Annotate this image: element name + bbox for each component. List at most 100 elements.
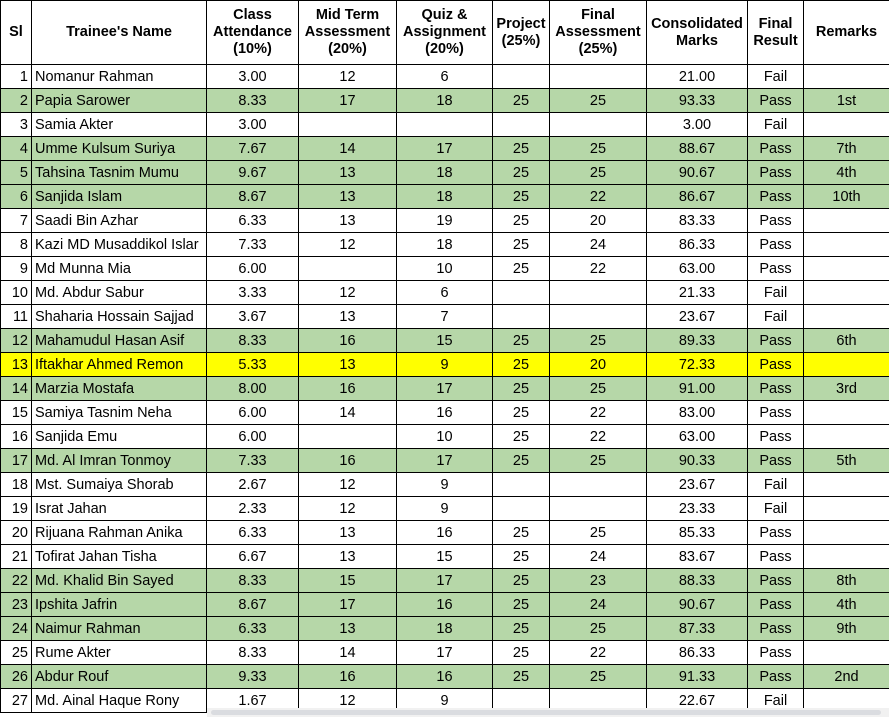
cell-final-assessment[interactable]: 22 (549, 184, 647, 209)
cell-final-assessment[interactable]: 25 (549, 160, 647, 185)
cell-consolidated-marks[interactable]: 72.33 (646, 352, 748, 377)
cell-final-assessment[interactable]: 25 (549, 88, 647, 113)
cell-quiz-assignment[interactable]: 6 (396, 64, 493, 89)
cell-mid-term[interactable] (298, 424, 397, 449)
cell-class-attendance[interactable]: 8.67 (206, 184, 299, 209)
cell-class-attendance[interactable]: 6.00 (206, 424, 299, 449)
cell-quiz-assignment[interactable]: 18 (396, 184, 493, 209)
cell-final-assessment[interactable]: 25 (549, 328, 647, 353)
cell-project[interactable]: 25 (492, 424, 550, 449)
cell-consolidated-marks[interactable]: 86.33 (646, 232, 748, 257)
cell-remarks[interactable]: 4th (803, 592, 889, 617)
cell-remarks[interactable] (803, 472, 889, 497)
cell-class-attendance[interactable]: 2.67 (206, 472, 299, 497)
cell-consolidated-marks[interactable]: 23.67 (646, 472, 748, 497)
header-final-result[interactable]: Final Result (747, 0, 804, 65)
cell-project[interactable] (492, 472, 550, 497)
cell-class-attendance[interactable]: 6.33 (206, 520, 299, 545)
cell-class-attendance[interactable]: 8.33 (206, 568, 299, 593)
cell-remarks[interactable]: 10th (803, 184, 889, 209)
cell-final-result[interactable]: Pass (747, 568, 804, 593)
cell-project[interactable]: 25 (492, 352, 550, 377)
cell-final-assessment[interactable]: 22 (549, 424, 647, 449)
cell-trainee-name[interactable]: Nomanur Rahman (31, 64, 207, 89)
cell-quiz-assignment[interactable]: 15 (396, 544, 493, 569)
cell-remarks[interactable] (803, 256, 889, 281)
cell-final-result[interactable]: Pass (747, 232, 804, 257)
cell-consolidated-marks[interactable]: 83.67 (646, 544, 748, 569)
cell-quiz-assignment[interactable]: 6 (396, 280, 493, 305)
cell-final-assessment[interactable]: 24 (549, 592, 647, 617)
cell-project[interactable]: 25 (492, 640, 550, 665)
horizontal-scrollbar-thumb[interactable] (211, 710, 881, 715)
cell-project[interactable]: 25 (492, 664, 550, 689)
cell-consolidated-marks[interactable]: 88.33 (646, 568, 748, 593)
cell-quiz-assignment[interactable]: 18 (396, 88, 493, 113)
cell-trainee-name[interactable]: Samiya Tasnim Neha (31, 400, 207, 425)
cell-project[interactable]: 25 (492, 568, 550, 593)
cell-quiz-assignment[interactable]: 17 (396, 640, 493, 665)
cell-trainee-name[interactable]: Md. Abdur Sabur (31, 280, 207, 305)
cell-mid-term[interactable]: 13 (298, 304, 397, 329)
cell-project[interactable]: 25 (492, 88, 550, 113)
cell-mid-term[interactable]: 12 (298, 280, 397, 305)
cell-class-attendance[interactable]: 7.33 (206, 232, 299, 257)
cell-trainee-name[interactable]: Saadi Bin Azhar (31, 208, 207, 233)
cell-project[interactable] (492, 280, 550, 305)
cell-sl[interactable]: 17 (0, 448, 32, 473)
cell-final-result[interactable]: Pass (747, 448, 804, 473)
cell-mid-term[interactable]: 13 (298, 352, 397, 377)
cell-sl[interactable]: 27 (0, 688, 32, 713)
cell-class-attendance[interactable]: 8.33 (206, 640, 299, 665)
cell-final-assessment[interactable]: 22 (549, 640, 647, 665)
cell-sl[interactable]: 23 (0, 592, 32, 617)
cell-quiz-assignment[interactable]: 15 (396, 328, 493, 353)
cell-sl[interactable]: 22 (0, 568, 32, 593)
cell-sl[interactable]: 11 (0, 304, 32, 329)
cell-project[interactable] (492, 112, 550, 137)
cell-final-assessment[interactable]: 23 (549, 568, 647, 593)
cell-project[interactable] (492, 64, 550, 89)
cell-final-assessment[interactable] (549, 472, 647, 497)
cell-final-result[interactable]: Pass (747, 184, 804, 209)
cell-project[interactable]: 25 (492, 520, 550, 545)
cell-sl[interactable]: 18 (0, 472, 32, 497)
cell-sl[interactable]: 14 (0, 376, 32, 401)
cell-remarks[interactable]: 7th (803, 136, 889, 161)
cell-final-result[interactable]: Fail (747, 304, 804, 329)
cell-consolidated-marks[interactable]: 83.33 (646, 208, 748, 233)
cell-quiz-assignment[interactable]: 9 (396, 352, 493, 377)
cell-class-attendance[interactable]: 6.00 (206, 256, 299, 281)
cell-sl[interactable]: 12 (0, 328, 32, 353)
cell-quiz-assignment[interactable]: 16 (396, 664, 493, 689)
cell-sl[interactable]: 7 (0, 208, 32, 233)
cell-class-attendance[interactable]: 3.00 (206, 64, 299, 89)
cell-final-assessment[interactable]: 22 (549, 256, 647, 281)
cell-quiz-assignment[interactable]: 17 (396, 376, 493, 401)
cell-consolidated-marks[interactable]: 91.00 (646, 376, 748, 401)
header-sl[interactable]: Sl (0, 0, 32, 65)
cell-consolidated-marks[interactable]: 23.67 (646, 304, 748, 329)
cell-sl[interactable]: 20 (0, 520, 32, 545)
cell-consolidated-marks[interactable]: 63.00 (646, 424, 748, 449)
cell-remarks[interactable] (803, 424, 889, 449)
cell-class-attendance[interactable]: 6.33 (206, 208, 299, 233)
cell-consolidated-marks[interactable]: 3.00 (646, 112, 748, 137)
cell-trainee-name[interactable]: Kazi MD Musaddikol Islar (31, 232, 207, 257)
cell-mid-term[interactable] (298, 256, 397, 281)
cell-project[interactable]: 25 (492, 328, 550, 353)
cell-quiz-assignment[interactable]: 7 (396, 304, 493, 329)
cell-final-assessment[interactable] (549, 496, 647, 521)
cell-remarks[interactable] (803, 64, 889, 89)
cell-consolidated-marks[interactable]: 89.33 (646, 328, 748, 353)
cell-sl[interactable]: 5 (0, 160, 32, 185)
cell-class-attendance[interactable]: 7.67 (206, 136, 299, 161)
cell-mid-term[interactable]: 16 (298, 448, 397, 473)
cell-mid-term[interactable]: 17 (298, 88, 397, 113)
cell-trainee-name[interactable]: Shaharia Hossain Sajjad (31, 304, 207, 329)
cell-mid-term[interactable]: 12 (298, 64, 397, 89)
cell-mid-term[interactable]: 13 (298, 184, 397, 209)
cell-mid-term[interactable]: 13 (298, 208, 397, 233)
cell-final-assessment[interactable] (549, 112, 647, 137)
cell-final-result[interactable]: Pass (747, 400, 804, 425)
